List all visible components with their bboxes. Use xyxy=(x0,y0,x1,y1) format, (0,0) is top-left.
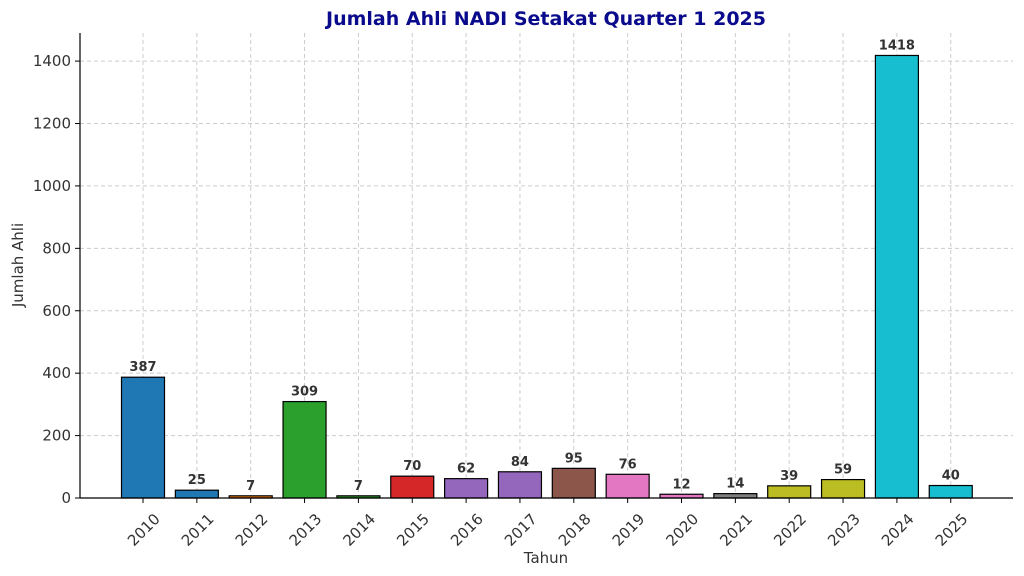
x-tick-label-2019: 2019 xyxy=(609,510,649,550)
data-label-2025: 40 xyxy=(942,469,960,484)
bar-2023 xyxy=(820,478,866,499)
data-label-2018: 95 xyxy=(565,451,583,466)
data-label-2015: 70 xyxy=(403,459,421,474)
data-label-2012: 7 xyxy=(246,479,255,494)
grid-layer xyxy=(80,33,1013,499)
data-label-2014: 7 xyxy=(354,479,363,494)
x-tick-label-2022: 2022 xyxy=(770,510,810,550)
bar-2017 xyxy=(497,471,543,499)
data-label-2013: 309 xyxy=(291,385,318,400)
x-tick-label-2020: 2020 xyxy=(663,510,703,550)
x-tick-label-2015: 2015 xyxy=(393,510,433,550)
bar-2010 xyxy=(120,376,166,499)
y-tick-label: 400 xyxy=(42,364,71,382)
x-tick-label-2018: 2018 xyxy=(555,510,595,550)
data-label-2022: 39 xyxy=(780,469,798,484)
bar-2019 xyxy=(605,473,650,499)
y-tick-label: 600 xyxy=(42,302,71,320)
data-label-2020: 12 xyxy=(672,477,690,492)
y-tick-label: 1200 xyxy=(33,115,71,133)
x-tick-label-2016: 2016 xyxy=(447,510,487,550)
bars-layer xyxy=(120,54,973,499)
x-tick-label-2023: 2023 xyxy=(824,510,864,550)
bar-2016 xyxy=(444,478,489,499)
y-tick-label: 200 xyxy=(42,427,71,445)
y-tick-label: 0 xyxy=(61,489,71,507)
bar-2015 xyxy=(390,475,435,499)
data-label-2023: 59 xyxy=(834,463,852,478)
x-tick-label-2011: 2011 xyxy=(178,510,218,550)
x-tick-label-2012: 2012 xyxy=(232,510,272,550)
bar-2021 xyxy=(713,493,758,499)
bar-2018 xyxy=(551,467,596,499)
axes-layer xyxy=(75,33,1013,503)
x-tick-label-2013: 2013 xyxy=(286,510,326,550)
bar-2011 xyxy=(174,489,219,499)
data-label-2016: 62 xyxy=(457,462,475,477)
data-label-2021: 14 xyxy=(726,477,744,492)
bar-2022 xyxy=(767,485,812,499)
bar-2024 xyxy=(874,54,920,499)
data-label-2024: 1418 xyxy=(879,38,915,53)
data-label-2010: 387 xyxy=(129,360,156,375)
bar-2013 xyxy=(282,400,327,499)
y-tick-label: 1400 xyxy=(33,52,71,70)
y-tick-label: 1000 xyxy=(33,177,71,195)
chart-title: Jumlah Ahli NADI Setakat Quarter 1 2025 xyxy=(324,8,766,30)
x-tick-label-2021: 2021 xyxy=(716,510,756,550)
x-axis-label: Tahun xyxy=(523,549,568,567)
x-tick-label-2025: 2025 xyxy=(932,510,972,550)
x-tick-label-2017: 2017 xyxy=(501,510,541,550)
data-label-2017: 84 xyxy=(511,455,529,470)
x-tick-label-2010: 2010 xyxy=(124,510,164,550)
x-tick-label-2014: 2014 xyxy=(339,510,379,550)
data-label-2019: 76 xyxy=(619,457,637,472)
x-tick-label-2024: 2024 xyxy=(878,510,918,550)
bar-2025 xyxy=(928,484,973,499)
data-label-2011: 25 xyxy=(188,473,206,488)
y-tick-label: 800 xyxy=(42,239,71,257)
y-axis-label: Jumlah Ahli xyxy=(9,223,27,308)
